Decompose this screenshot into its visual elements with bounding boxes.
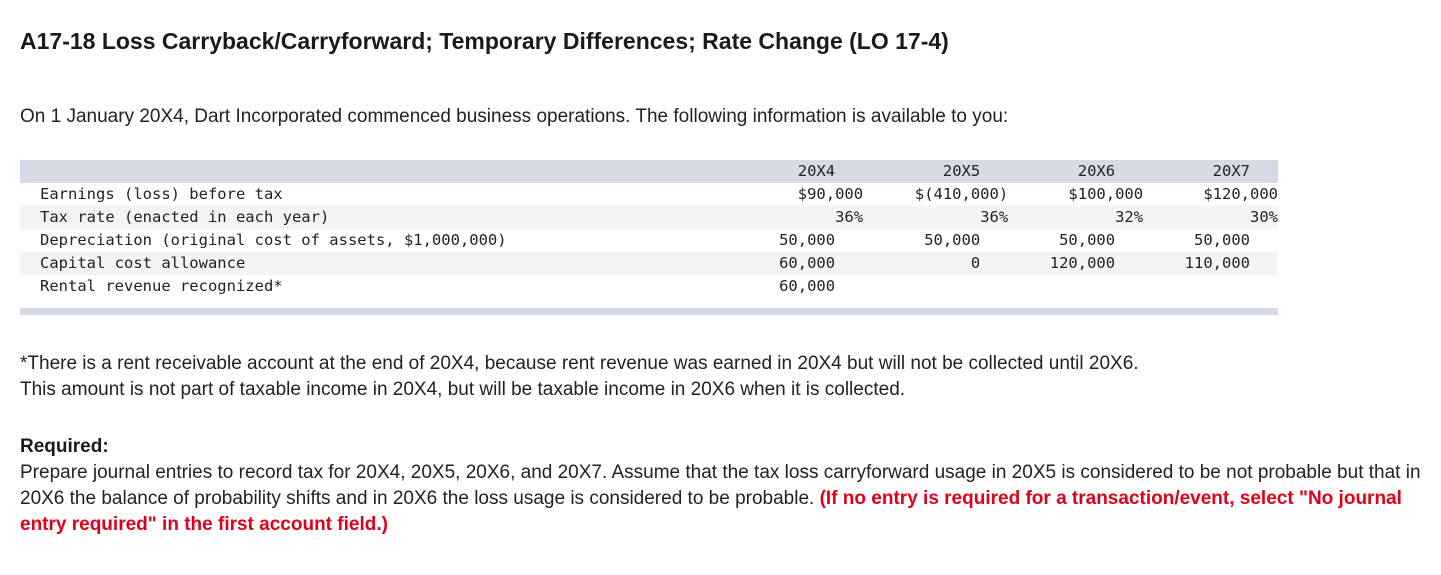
row-label: Capital cost allowance bbox=[40, 254, 246, 272]
table-cell: 50,000 bbox=[1059, 231, 1116, 249]
problem-title: A17-18 Loss Carryback/Carryforward; Temp… bbox=[20, 28, 949, 54]
table-cell: $120,000 bbox=[1203, 185, 1278, 203]
table-bottom-bar bbox=[20, 308, 1278, 315]
table-cell bbox=[863, 275, 1008, 298]
table-cell: 30% bbox=[1250, 208, 1278, 226]
required-text: Prepare journal entries to record tax fo… bbox=[20, 462, 1421, 509]
table-cell: $90,000 bbox=[797, 185, 864, 203]
table-cell: 110,000 bbox=[1184, 254, 1250, 272]
table-cell: 50,000 bbox=[779, 231, 836, 249]
required-heading: Required: bbox=[20, 436, 109, 457]
table-row: Tax rate (enacted in each year) 36% 36% … bbox=[20, 206, 1278, 229]
financial-data-table: 20X4 20X5 20X6 20X7 Earnings (loss) befo… bbox=[20, 160, 1278, 298]
footnote-line-1: *There is a rent receivable account at t… bbox=[20, 353, 1139, 374]
table-cell: 32% bbox=[1115, 208, 1144, 226]
table-row: Rental revenue recognized* 60,000 bbox=[20, 275, 1278, 298]
table-cell: 60,000 bbox=[779, 277, 836, 295]
table-cell bbox=[1008, 275, 1143, 298]
table-row: Depreciation (original cost of assets, $… bbox=[20, 229, 1278, 252]
header-label-cell bbox=[20, 160, 725, 183]
row-label: Rental revenue recognized* bbox=[40, 277, 283, 295]
table-cell: 120,000 bbox=[1049, 254, 1116, 272]
table-cell bbox=[1143, 275, 1278, 298]
intro-text: On 1 January 20X4, Dart Incorporated com… bbox=[20, 106, 1009, 127]
table-header-row: 20X4 20X5 20X6 20X7 bbox=[20, 160, 1278, 183]
row-label: Depreciation (original cost of assets, $… bbox=[40, 231, 507, 249]
column-header: 20X7 bbox=[1212, 162, 1250, 180]
table-row: Earnings (loss) before tax $90,000 $(410… bbox=[20, 183, 1278, 206]
column-header: 20X5 bbox=[942, 162, 981, 180]
table-cell: $(410,000) bbox=[914, 185, 1009, 203]
required-section: Required: Prepare journal entries to rec… bbox=[20, 434, 1430, 538]
table-cell: 60,000 bbox=[779, 254, 836, 272]
table-cell: $100,000 bbox=[1068, 185, 1144, 203]
table-cell: 50,000 bbox=[924, 231, 981, 249]
table-row: Capital cost allowance 60,000 0 120,000 … bbox=[20, 252, 1278, 275]
footnote-line-2: This amount is not part of taxable incom… bbox=[20, 379, 906, 400]
required-instruction: (If no entry is required for a transacti… bbox=[20, 488, 1402, 535]
table-cell: 50,000 bbox=[1194, 231, 1250, 249]
row-label: Earnings (loss) before tax bbox=[40, 185, 283, 203]
required-body: Prepare journal entries to record tax fo… bbox=[20, 460, 1430, 538]
row-label: Tax rate (enacted in each year) bbox=[40, 208, 330, 226]
column-header: 20X6 bbox=[1077, 162, 1116, 180]
column-header: 20X4 bbox=[797, 162, 836, 180]
table-cell: 0 bbox=[970, 254, 981, 272]
table-cell: 36% bbox=[835, 208, 864, 226]
table-cell: 36% bbox=[980, 208, 1009, 226]
footnote: *There is a rent receivable account at t… bbox=[20, 351, 1139, 403]
data-table-container: 20X4 20X5 20X6 20X7 Earnings (loss) befo… bbox=[20, 160, 1278, 298]
